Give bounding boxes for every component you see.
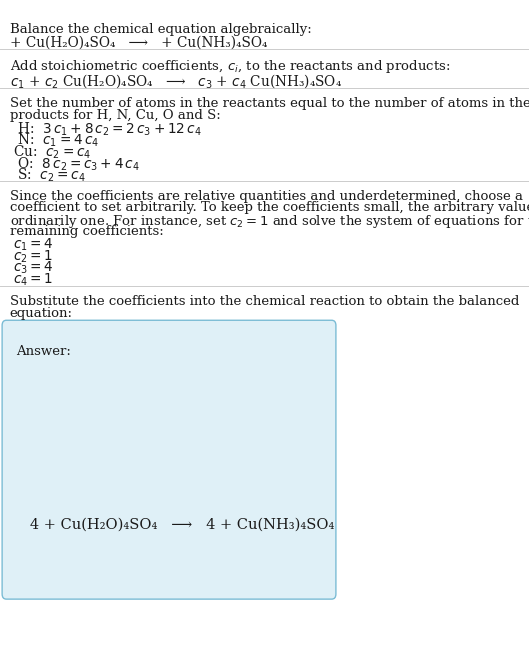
FancyBboxPatch shape <box>2 320 336 599</box>
Text: Cu:  $c_2 = c_4$: Cu: $c_2 = c_4$ <box>13 144 92 161</box>
Text: remaining coefficients:: remaining coefficients: <box>10 225 163 237</box>
Text: 4 + Cu(H₂O)₄SO₄   ⟶   4 + Cu(NH₃)₄SO₄: 4 + Cu(H₂O)₄SO₄ ⟶ 4 + Cu(NH₃)₄SO₄ <box>16 518 334 532</box>
Text: N:  $c_1 = 4\,c_4$: N: $c_1 = 4\,c_4$ <box>13 132 99 149</box>
Text: $c_1 = 4$: $c_1 = 4$ <box>13 237 54 253</box>
Text: O:  $8\,c_2 = c_3 + 4\,c_4$: O: $8\,c_2 = c_3 + 4\,c_4$ <box>13 155 140 173</box>
Text: Add stoichiometric coefficients, $c_i$, to the reactants and products:: Add stoichiometric coefficients, $c_i$, … <box>10 58 450 75</box>
Text: Set the number of atoms in the reactants equal to the number of atoms in the: Set the number of atoms in the reactants… <box>10 97 529 110</box>
Text: $c_1$ + $c_2$ Cu(H₂O)₄SO₄   ⟶   $c_3$ + $c_4$ Cu(NH₃)₄SO₄: $c_1$ + $c_2$ Cu(H₂O)₄SO₄ ⟶ $c_3$ + $c_4… <box>10 72 342 91</box>
Text: Answer:: Answer: <box>16 345 71 358</box>
Text: equation:: equation: <box>10 307 72 320</box>
Text: $c_3 = 4$: $c_3 = 4$ <box>13 260 54 276</box>
Text: Substitute the coefficients into the chemical reaction to obtain the balanced: Substitute the coefficients into the che… <box>10 295 519 308</box>
Text: H:  $3\,c_1 + 8\,c_2 = 2\,c_3 + 12\,c_4$: H: $3\,c_1 + 8\,c_2 = 2\,c_3 + 12\,c_4$ <box>13 120 202 138</box>
Text: S:  $c_2 = c_4$: S: $c_2 = c_4$ <box>13 167 86 184</box>
Text: Since the coefficients are relative quantities and underdetermined, choose a: Since the coefficients are relative quan… <box>10 190 523 203</box>
Text: $c_4 = 1$: $c_4 = 1$ <box>13 272 53 288</box>
Text: coefficient to set arbitrarily. To keep the coefficients small, the arbitrary va: coefficient to set arbitrarily. To keep … <box>10 201 529 214</box>
Text: $c_2 = 1$: $c_2 = 1$ <box>13 248 53 265</box>
Text: ordinarily one. For instance, set $c_2 = 1$ and solve the system of equations fo: ordinarily one. For instance, set $c_2 =… <box>10 213 529 230</box>
Text: + Cu(H₂O)₄SO₄   ⟶   + Cu(NH₃)₄SO₄: + Cu(H₂O)₄SO₄ ⟶ + Cu(NH₃)₄SO₄ <box>10 36 267 50</box>
Text: products for H, N, Cu, O and S:: products for H, N, Cu, O and S: <box>10 109 220 122</box>
Text: Balance the chemical equation algebraically:: Balance the chemical equation algebraica… <box>10 23 311 36</box>
